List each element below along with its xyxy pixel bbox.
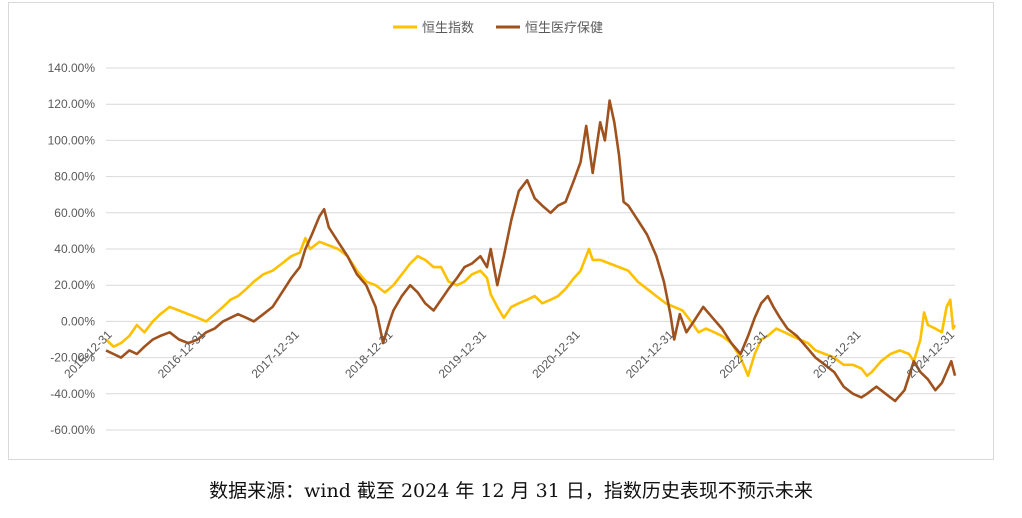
- x-tick-label: 2018-12-31: [342, 327, 396, 381]
- y-axis: 140.00% 120.00% 100.00% 80.00% 60.00% 40.00% 2…: [48, 61, 96, 437]
- chart-svg: 恒生指数 恒生医疗保健 140.00% 120.00% 100.00% 80.00% 60…: [48, 21, 958, 437]
- legend-label: 恒生医疗保健: [525, 21, 603, 36]
- x-tick-label: 2024-12-31: [904, 327, 958, 381]
- legend: 恒生指数 恒生医疗保健: [393, 21, 603, 36]
- grid: [106, 67, 955, 431]
- series-lines: [105, 99, 957, 403]
- chart-frame: 恒生指数 恒生医疗保健 140.00% 120.00% 100.00% 80.00% 60…: [8, 2, 994, 460]
- y-tick-label: 40.00%: [54, 242, 95, 256]
- y-tick-label: 100.00%: [48, 133, 96, 147]
- y-tick-label: -20.00%: [50, 351, 95, 365]
- legend-label: 恒生指数: [422, 21, 474, 36]
- series-line: [105, 236, 957, 377]
- x-tick-label: 2021-12-31: [623, 327, 677, 381]
- y-tick-label: 120.00%: [48, 97, 96, 111]
- y-tick-label: -60.00%: [50, 423, 95, 437]
- y-tick-label: 140.00%: [48, 61, 96, 75]
- x-tick-label: 2022-12-31: [717, 327, 771, 381]
- x-tick-label: 2019-12-31: [436, 327, 490, 381]
- y-tick-label: 60.00%: [54, 206, 95, 220]
- x-tick-label: 2023-12-31: [810, 327, 864, 381]
- y-tick-label: 0.00%: [61, 314, 95, 328]
- y-tick-label: -40.00%: [50, 387, 95, 401]
- x-tick-label: 2020-12-31: [529, 327, 583, 381]
- source-note: 数据来源：wind 截至 2024 年 12 月 31 日，指数历史表现不预示未…: [209, 480, 813, 502]
- y-tick-label: 80.00%: [54, 170, 95, 184]
- series-line: [105, 99, 957, 403]
- x-tick-label: 2017-12-31: [249, 327, 303, 381]
- y-tick-label: 20.00%: [54, 278, 95, 292]
